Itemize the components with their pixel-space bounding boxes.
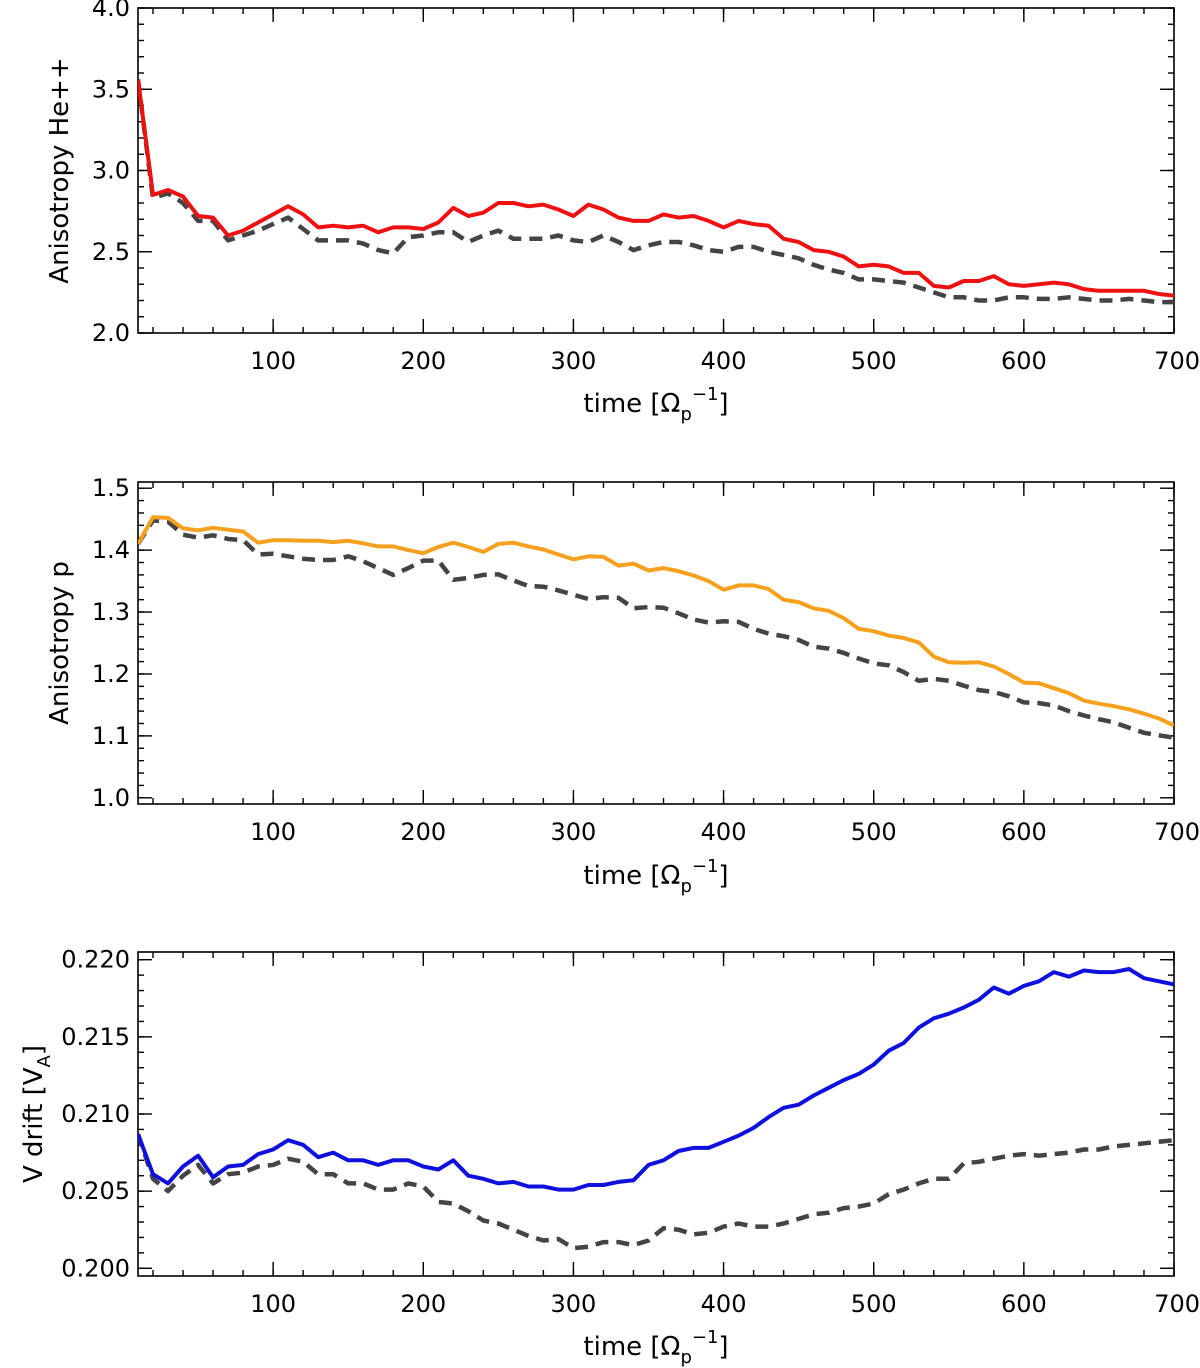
x-tick-label: 100: [250, 347, 296, 375]
y-axis-label: V drift [VA]: [19, 1045, 55, 1183]
y-tick-label: 1.3: [92, 598, 130, 626]
y-tick-label: 1.0: [92, 784, 130, 812]
panel-2: 100 200 300 400 500 600 700 1.0 1.1 1.2 1.3 1.4 1.5 t…: [45, 474, 1200, 897]
x-tick-label: 600: [1001, 818, 1047, 846]
x-tick-label: 500: [851, 347, 897, 375]
plot-frame: [137, 951, 1175, 1277]
x-tick-label: 300: [551, 818, 597, 846]
y-tick-label: 0.220: [61, 946, 130, 974]
x-tick-label: 400: [701, 1290, 747, 1318]
x-tick-label: 100: [250, 1290, 296, 1318]
y-tick-label: 0.200: [61, 1254, 130, 1282]
x-tick-label: 400: [701, 818, 747, 846]
x-tick-label: 300: [551, 347, 597, 375]
x-axis-label: time [Ωp−1]: [583, 384, 728, 425]
y-tick-label: 3.5: [92, 75, 130, 103]
x-tick-label: 500: [851, 818, 897, 846]
series-line-dashed: [138, 518, 1174, 740]
y-tick-label: 4.0: [92, 0, 130, 22]
series-line-solid: [138, 515, 1174, 728]
x-tick-label: 100: [250, 818, 296, 846]
x-tick-label: 500: [851, 1290, 897, 1318]
y-tick-label: 0.205: [61, 1177, 130, 1205]
x-tick-label: 200: [400, 347, 446, 375]
x-tick-label: 600: [1001, 1290, 1047, 1318]
x-tick-label: 700: [1154, 347, 1200, 375]
panel-3: 100 200 300 400 500 600 700 0.200 0.205 0.210 0.21…: [19, 946, 1200, 1368]
x-tick-label: 200: [400, 1290, 446, 1318]
x-axis-label: time [Ωp−1]: [583, 856, 728, 897]
y-tick-label: 1.1: [92, 722, 130, 750]
y-tick-label: 2.5: [92, 238, 130, 266]
series-line-solid: [138, 967, 1174, 1192]
y-axis-label: Anisotropy p: [45, 561, 75, 725]
x-axis-label: time [Ωp−1]: [583, 1327, 728, 1368]
y-tick-label: 0.215: [61, 1023, 130, 1051]
y-tick-label: 1.2: [92, 660, 130, 688]
plot-frame: [137, 481, 1175, 805]
x-tick-label: 700: [1154, 818, 1200, 846]
x-tick-label: 300: [551, 1290, 597, 1318]
y-tick-label: 1.4: [92, 536, 130, 564]
y-tick-label: 1.5: [92, 474, 130, 502]
x-tick-label: 400: [701, 347, 747, 375]
series-line-solid: [138, 79, 1174, 298]
y-tick-label: 2.0: [92, 319, 130, 347]
x-tick-label: 700: [1154, 1290, 1200, 1318]
series-line-dashed: [138, 1133, 1174, 1251]
x-tick-label: 600: [1001, 347, 1047, 375]
y-tick-label: 0.210: [61, 1100, 130, 1128]
y-tick-label: 3.0: [92, 157, 130, 185]
x-tick-label: 200: [400, 818, 446, 846]
series-line-dashed: [138, 79, 1174, 305]
y-axis-label: Anisotropy He++: [45, 57, 75, 283]
panel-1: 100 200 300 400 500 600 700 2.0 2.5 3.0 3.5 4.0 time…: [45, 0, 1200, 425]
